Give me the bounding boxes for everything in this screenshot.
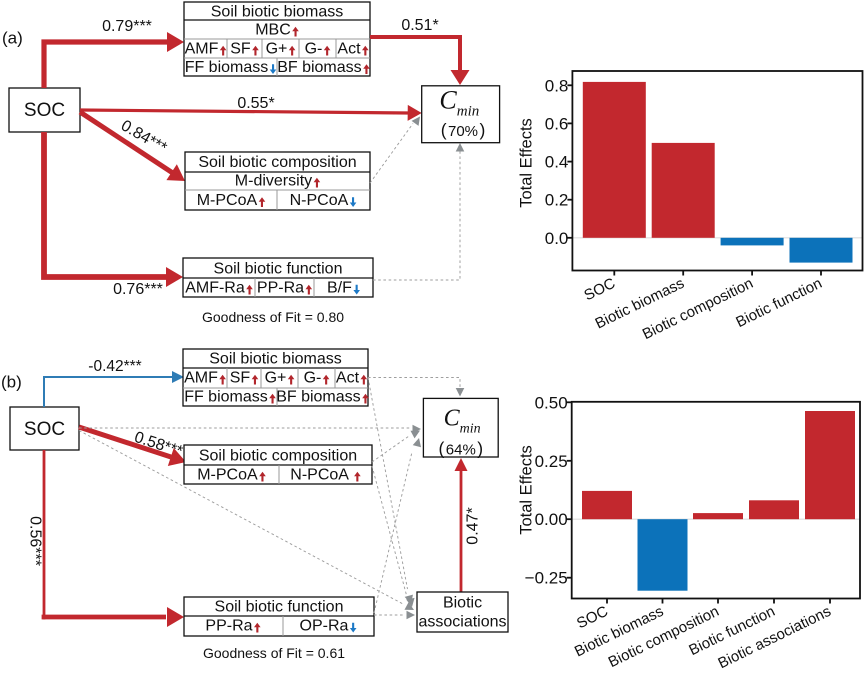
svg-text:( 70% ): ( 70% ): [441, 120, 486, 140]
svg-text:FF biomass: FF biomass: [184, 389, 268, 406]
svg-text:MBC: MBC: [255, 22, 291, 39]
svg-text:G-: G-: [305, 41, 323, 58]
svg-text:-0.42***: -0.42***: [88, 358, 141, 375]
svg-text:Act: Act: [336, 370, 360, 387]
svg-text:0.47*: 0.47*: [465, 507, 482, 544]
svg-text:PP-Ra: PP-Ra: [205, 618, 252, 635]
svg-text:0.00: 0.00: [535, 510, 568, 529]
svg-text:Soil biotic function: Soil biotic function: [215, 599, 344, 616]
svg-text:SOC: SOC: [24, 100, 65, 121]
svg-text:N-PCoA: N-PCoA: [290, 192, 349, 209]
svg-text:BF biomass: BF biomass: [277, 59, 361, 76]
svg-text:BF biomass: BF biomass: [276, 389, 360, 406]
svg-text:G+: G+: [266, 41, 288, 58]
svg-text:0.8: 0.8: [545, 76, 569, 95]
svg-text:SOC: SOC: [24, 419, 65, 440]
svg-text:M-PCoA: M-PCoA: [197, 192, 258, 209]
svg-text:PP-Ra: PP-Ra: [257, 280, 304, 297]
svg-text:0.56***: 0.56***: [26, 516, 43, 566]
svg-text:AMF: AMF: [184, 370, 218, 387]
svg-text:Cmin: Cmin: [439, 86, 479, 120]
svg-text:AMF-Ra: AMF-Ra: [185, 280, 245, 297]
svg-text:M-diversity: M-diversity: [235, 173, 312, 190]
svg-text:0.51*: 0.51*: [401, 17, 438, 34]
svg-text:(b): (b): [1, 373, 22, 392]
svg-text:−0.25: −0.25: [525, 569, 568, 588]
svg-text:0.0: 0.0: [545, 229, 569, 248]
svg-text:(a): (a): [2, 29, 23, 48]
svg-text:Goodness of Fit = 0.80: Goodness of Fit = 0.80: [202, 309, 344, 325]
svg-text:0.79***: 0.79***: [102, 18, 152, 35]
svg-text:Act: Act: [337, 41, 361, 58]
svg-text:N-PCoA: N-PCoA: [290, 467, 349, 484]
svg-text:0.6: 0.6: [545, 114, 569, 133]
svg-text:Soil biotic function: Soil biotic function: [214, 261, 343, 278]
svg-text:0.25: 0.25: [535, 452, 568, 471]
svg-text:0.2: 0.2: [545, 191, 569, 210]
svg-text:0.4: 0.4: [545, 153, 569, 172]
svg-text:SF: SF: [230, 370, 251, 387]
svg-text:associations: associations: [418, 614, 506, 631]
svg-text:SF: SF: [230, 41, 251, 58]
svg-text:OP-Ra: OP-Ra: [300, 618, 349, 635]
svg-text:Total Effects: Total Effects: [518, 445, 536, 535]
svg-text:Cmin: Cmin: [444, 406, 481, 437]
svg-text:0.55*: 0.55*: [237, 95, 274, 112]
svg-text:FF biomass: FF biomass: [185, 59, 269, 76]
svg-text:G+: G+: [265, 370, 287, 387]
svg-text:SOC: SOC: [581, 275, 618, 305]
svg-text:0.58***: 0.58***: [132, 429, 185, 461]
svg-text:Soil biotic biomass: Soil biotic biomass: [209, 351, 342, 368]
svg-text:G-: G-: [304, 370, 322, 387]
svg-text:AMF: AMF: [185, 41, 219, 58]
svg-text:M-PCoA: M-PCoA: [197, 467, 258, 484]
svg-text:Soil biotic biomass: Soil biotic biomass: [211, 4, 344, 21]
svg-text:Soil biotic composition: Soil biotic composition: [199, 448, 357, 465]
svg-text:Goodness of Fit = 0.61: Goodness of Fit = 0.61: [203, 645, 345, 661]
svg-text:B/F: B/F: [327, 280, 352, 297]
svg-text:Biotic: Biotic: [443, 595, 482, 612]
svg-text:Total Effects: Total Effects: [518, 118, 536, 208]
svg-text:0.76***: 0.76***: [113, 281, 163, 298]
svg-text:0.50: 0.50: [535, 393, 568, 412]
svg-text:Soil biotic composition: Soil biotic composition: [198, 154, 356, 171]
svg-text:( 64% ): ( 64% ): [438, 439, 483, 459]
